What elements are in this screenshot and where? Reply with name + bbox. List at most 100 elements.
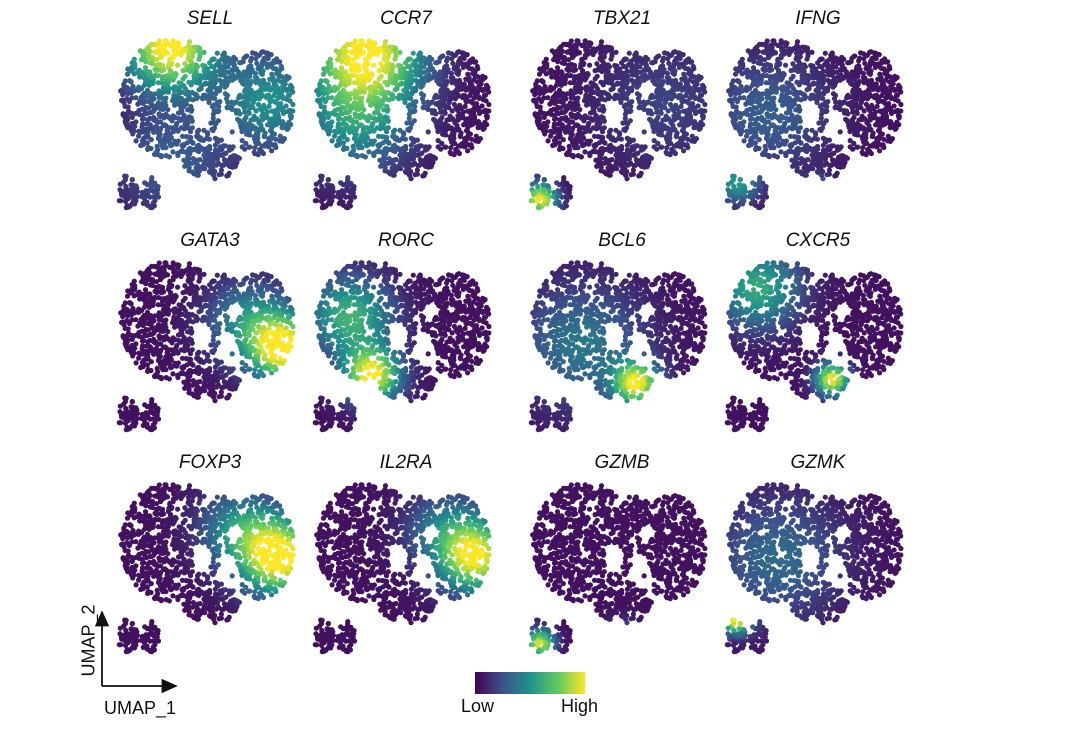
cell-point <box>580 73 586 79</box>
cell-point <box>242 109 248 115</box>
cell-point <box>155 80 161 86</box>
cell-point <box>455 113 461 119</box>
cell-point <box>276 94 282 100</box>
cell-point <box>372 40 378 46</box>
cell-point <box>638 69 644 75</box>
cell-point <box>161 89 167 95</box>
cell-point <box>121 83 127 90</box>
cell-point <box>411 118 417 124</box>
cell-point <box>217 65 223 71</box>
cell-point <box>256 52 262 58</box>
cell-point <box>621 103 627 109</box>
cell-point <box>546 188 552 195</box>
cell-point <box>670 86 676 93</box>
cell-point <box>559 115 565 121</box>
cell-point <box>658 108 664 115</box>
cell-point <box>732 71 739 77</box>
cell-point <box>146 79 152 85</box>
cell-point <box>450 60 456 66</box>
cell-point <box>676 51 682 57</box>
cell-point <box>367 40 373 46</box>
cell-point <box>339 193 345 199</box>
cell-point <box>132 63 138 69</box>
cell-point <box>314 190 320 196</box>
cell-point <box>122 103 128 109</box>
cell-point <box>591 147 597 154</box>
cell-point <box>225 99 231 105</box>
cell-point <box>377 143 383 149</box>
cell-point <box>660 58 666 64</box>
cell-point <box>351 135 357 142</box>
cell-point <box>601 169 607 175</box>
cell-point <box>218 167 224 173</box>
cell-point <box>364 135 370 141</box>
cell-point <box>361 129 367 135</box>
cell-point <box>347 117 353 123</box>
cell-point <box>382 89 388 95</box>
cell-point <box>156 38 162 44</box>
cell-point <box>595 134 601 140</box>
cell-point <box>422 163 428 169</box>
cell-point <box>602 160 608 166</box>
cell-point <box>452 52 458 58</box>
cell-point <box>594 86 601 92</box>
cell-point <box>598 67 604 73</box>
cell-point <box>215 118 221 124</box>
cell-point <box>466 130 472 136</box>
cell-point <box>698 74 704 81</box>
cell-point <box>682 142 688 148</box>
cell-point <box>571 112 577 118</box>
cell-point <box>624 84 630 90</box>
cell-point <box>566 49 572 55</box>
cell-point <box>130 131 136 137</box>
cell-point <box>346 200 352 206</box>
cell-point <box>397 49 403 55</box>
cell-point <box>135 101 141 107</box>
cell-point <box>531 97 537 104</box>
cell-point <box>564 66 570 72</box>
cell-point <box>226 170 232 176</box>
cell-point <box>606 147 612 154</box>
cell-point <box>600 103 606 110</box>
cell-point <box>223 150 229 156</box>
cell-point <box>685 136 691 142</box>
cell-point <box>534 177 540 183</box>
cell-point <box>553 71 559 77</box>
cell-point <box>410 138 417 144</box>
cell-point <box>822 50 828 56</box>
cell-point <box>407 107 413 113</box>
cell-point <box>440 91 446 97</box>
cell-point <box>769 122 775 128</box>
cell-point <box>129 177 135 183</box>
cell-point <box>277 59 283 65</box>
cell-point <box>449 80 455 86</box>
cell-point <box>258 63 265 69</box>
cell-point <box>194 63 200 69</box>
cell-point <box>432 93 438 99</box>
cell-point <box>667 101 673 107</box>
cell-point <box>163 111 169 117</box>
cell-point <box>176 116 182 122</box>
cell-point <box>218 171 224 177</box>
panel-title: IFNG <box>795 8 841 29</box>
cell-point <box>454 123 460 129</box>
cell-point <box>688 73 694 79</box>
cell-point <box>186 42 192 48</box>
cell-point <box>201 49 207 55</box>
cell-point <box>745 48 751 54</box>
cell-point <box>171 92 177 98</box>
cell-point <box>351 100 358 106</box>
cell-point <box>453 146 459 153</box>
cell-point <box>236 71 242 77</box>
cell-point <box>374 125 380 131</box>
cell-point <box>700 82 706 88</box>
cell-point <box>606 129 613 135</box>
cell-point <box>623 107 629 113</box>
cell-point <box>689 138 695 144</box>
cell-point <box>559 194 565 200</box>
cell-point <box>823 99 829 105</box>
cell-point <box>132 123 138 129</box>
cell-point <box>203 146 210 152</box>
cell-point <box>384 103 390 110</box>
cell-point <box>466 142 472 148</box>
